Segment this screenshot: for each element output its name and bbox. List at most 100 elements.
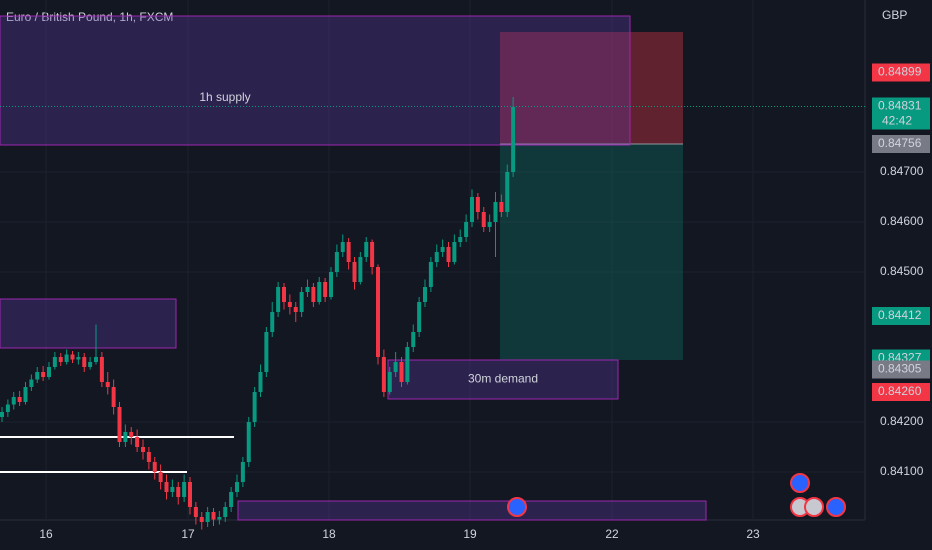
candle-body [0, 412, 4, 417]
y-tick-label: 0.84600 [880, 214, 924, 228]
x-tick-label: 17 [181, 527, 195, 541]
candle-body [323, 282, 328, 297]
zone [0, 15, 631, 146]
candle-body [217, 517, 222, 520]
price-label: 0.84831 [878, 99, 922, 113]
candle-body [440, 247, 445, 252]
candle-body [88, 362, 93, 367]
candle-body [264, 332, 269, 372]
candle-body [111, 387, 116, 407]
candle-body [129, 432, 134, 437]
candle-body [511, 107, 516, 172]
price-label: 0.84305 [878, 362, 922, 376]
candle-body [105, 382, 110, 387]
candle-body [270, 312, 275, 332]
zone [0, 298, 177, 349]
price-label: 0.84899 [878, 65, 922, 79]
candle-body [329, 272, 333, 297]
candle-body [475, 197, 480, 212]
x-tick-label: 18 [322, 527, 336, 541]
x-tick-label: 22 [605, 527, 619, 541]
candle-body [287, 302, 292, 307]
currency-label: GBP [882, 8, 907, 22]
candle-body [23, 387, 28, 402]
candle-body [246, 422, 251, 462]
candle-body [170, 487, 175, 492]
candle-body [293, 307, 298, 312]
candle-body [282, 287, 286, 302]
stop-zone [500, 32, 683, 144]
y-tick-label: 0.84500 [880, 264, 924, 278]
event-icon [826, 497, 846, 517]
candle-body [317, 282, 322, 302]
candle-body [240, 462, 245, 482]
candle-body [152, 462, 157, 472]
candle-body [146, 452, 151, 462]
event-icon [804, 497, 824, 517]
candle-body [311, 287, 316, 302]
x-tick-label: 23 [746, 527, 760, 541]
candle-body [411, 332, 416, 347]
candle-body [499, 202, 504, 212]
candle-body [193, 507, 198, 517]
candle-body [417, 302, 422, 332]
candle-body [52, 357, 57, 367]
candle-body [340, 242, 345, 252]
candle-body [258, 372, 263, 392]
price-label: 0.84260 [878, 384, 922, 398]
candle-body [5, 404, 10, 412]
candle-body [458, 237, 463, 242]
candle-body [229, 492, 234, 507]
candle-body [235, 482, 239, 492]
zone [387, 359, 619, 400]
y-tick-label: 0.84100 [880, 464, 924, 478]
candle-body [41, 372, 46, 377]
candle-body [481, 212, 486, 227]
candle-body [117, 407, 122, 442]
events [507, 473, 846, 517]
candle-body [434, 252, 439, 262]
candle-body [188, 482, 192, 507]
candle-body [199, 517, 204, 522]
candle-body [94, 357, 98, 362]
x-tick-label: 16 [39, 527, 53, 541]
candle-body [381, 357, 386, 392]
candle-body [505, 172, 510, 212]
candle-body [487, 222, 492, 227]
candle-body [276, 287, 281, 312]
price-label: 0.84756 [878, 136, 922, 150]
candle-body [76, 357, 81, 360]
y-tick-label: 0.84200 [880, 414, 924, 428]
candle-body [29, 379, 34, 387]
candle-body [176, 487, 181, 497]
candle-body [446, 247, 451, 262]
zone-label: 1h supply [199, 90, 250, 104]
candle-body [352, 262, 357, 282]
candle-body [123, 432, 128, 442]
candle-body [135, 437, 140, 447]
candle-body [493, 202, 498, 222]
candle-body [299, 292, 304, 312]
candle-body [393, 362, 398, 372]
price-label-bg [872, 383, 930, 401]
candle-body [70, 354, 75, 360]
candle-body [158, 472, 163, 482]
zone [237, 500, 707, 521]
x-tick-label: 19 [463, 527, 477, 541]
price-label-bg [872, 135, 930, 153]
candle-body [182, 482, 187, 497]
candle-body [464, 222, 469, 237]
candle-body [205, 512, 210, 522]
price-label-bg [872, 360, 930, 379]
price-label-bg [872, 97, 930, 130]
candle-body [223, 507, 228, 517]
candle-body [399, 362, 404, 382]
candle-body [370, 242, 375, 267]
price-label-bg [872, 307, 930, 325]
candle-body [452, 242, 457, 262]
candle-body [11, 397, 16, 405]
candle-body [35, 372, 40, 380]
